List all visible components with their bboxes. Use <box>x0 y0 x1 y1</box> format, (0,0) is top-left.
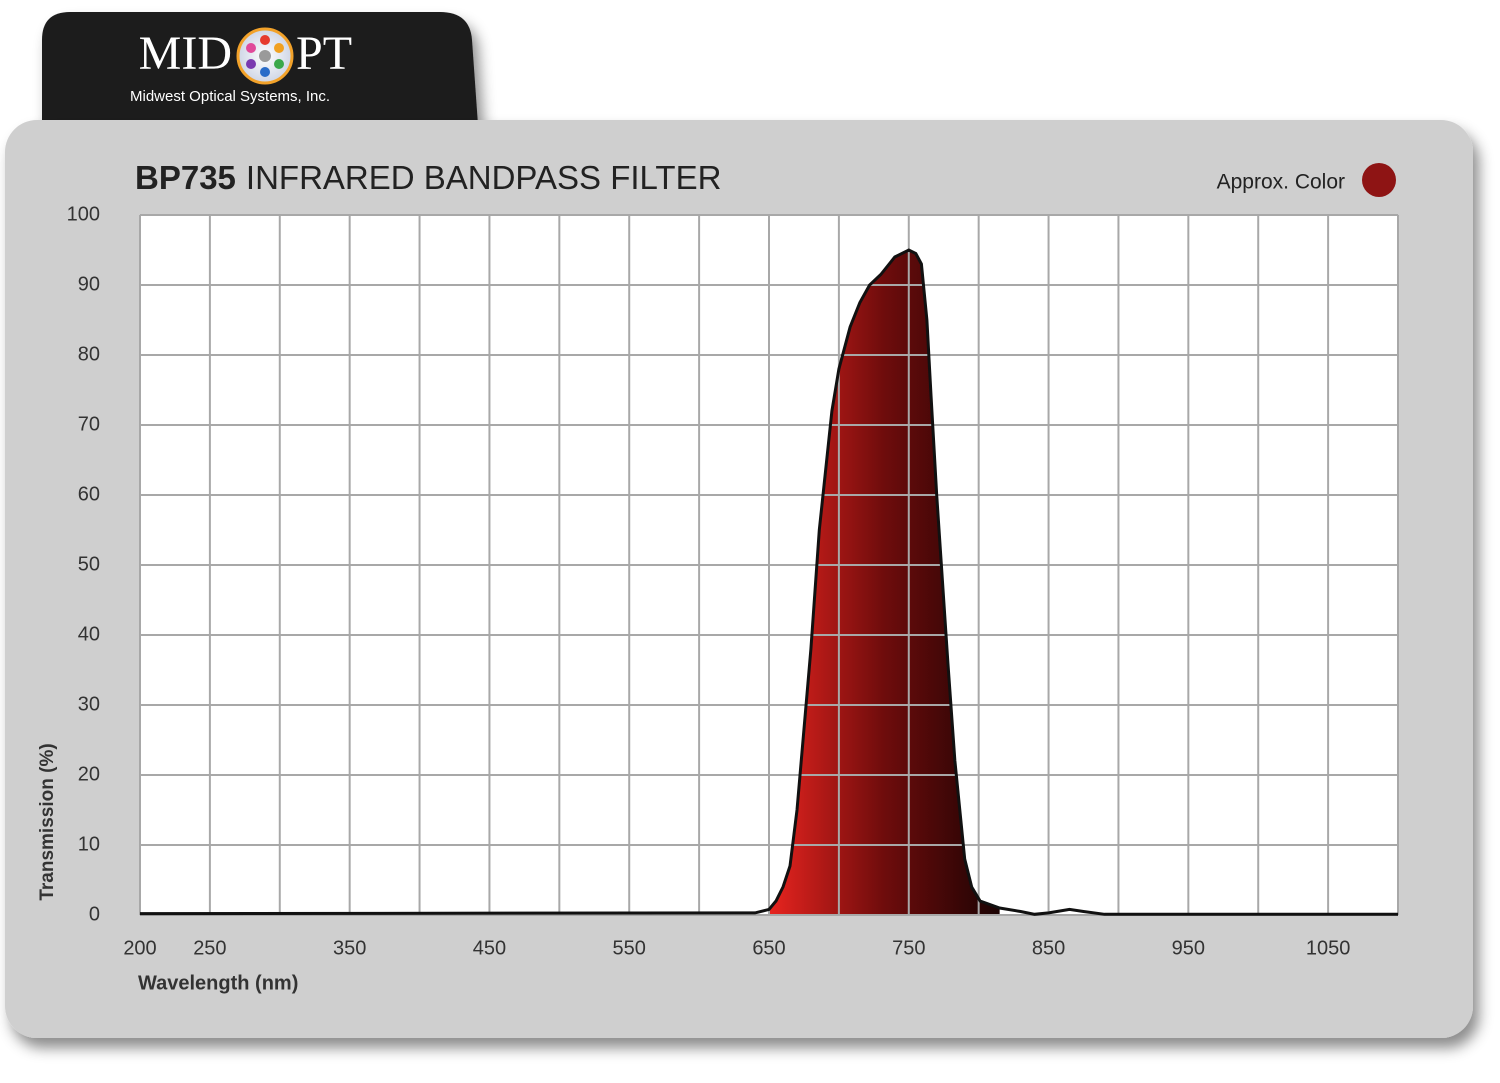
y-tick-label: 70 <box>78 413 100 435</box>
line <box>139 248 1398 916</box>
y-axis-label: Transmission (%) <box>37 743 58 900</box>
y-tick-label: 90 <box>78 273 100 295</box>
y-tick-label: 0 <box>89 903 100 925</box>
y-tick-label: 10 <box>78 833 100 855</box>
x-tick-label: 850 <box>1032 937 1065 959</box>
logo-mark <box>236 27 294 85</box>
x-tick-label: 250 <box>193 937 226 959</box>
x-tick-label: 1050 <box>1306 937 1351 959</box>
y-tick-label: 50 <box>78 553 100 575</box>
legend-label: Approx. Color <box>1217 171 1345 194</box>
x-tick-label: 550 <box>613 937 646 959</box>
area <box>769 250 1000 915</box>
y-tick-label: 40 <box>78 623 100 645</box>
title-code: BP735 <box>135 159 236 196</box>
chart-title: BP735 INFRARED BANDPASS FILTER <box>135 159 721 196</box>
title-text: INFRARED BANDPASS FILTER <box>246 159 722 196</box>
y-tick-label: 30 <box>78 693 100 715</box>
logo-right: PT <box>296 27 352 80</box>
y-tick-label: 20 <box>78 763 100 785</box>
x-tick-label: 950 <box>1172 937 1205 959</box>
x-tick-label: 750 <box>892 937 925 959</box>
x-axis-label: Wavelength (nm) <box>138 972 298 994</box>
x-tick-label: 350 <box>333 937 366 959</box>
y-tick-label: 60 <box>78 483 100 505</box>
y-tick-label: 80 <box>78 343 100 365</box>
y-tick-label: 100 <box>67 203 100 225</box>
x-tick-label: 200 <box>123 937 156 959</box>
x-tick-label: 650 <box>752 937 785 959</box>
approx-color-swatch <box>1362 163 1396 197</box>
tagline: Midwest Optical Systems, Inc. <box>130 88 330 105</box>
x-tick-label: 450 <box>473 937 506 959</box>
logo-left: MID <box>139 27 232 80</box>
